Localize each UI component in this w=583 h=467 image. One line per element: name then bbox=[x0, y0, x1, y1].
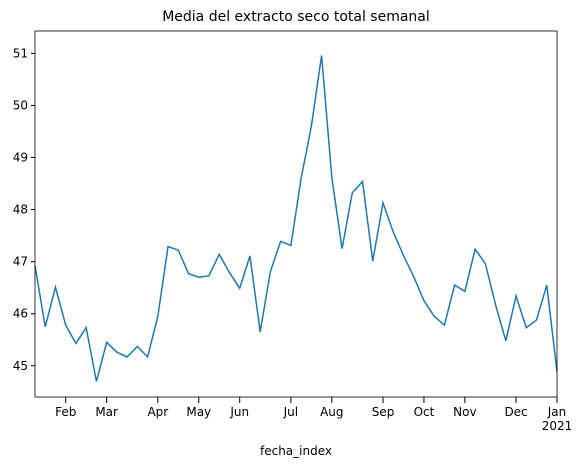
x-tick-label: Mar bbox=[95, 405, 118, 419]
y-tick-label: 49 bbox=[13, 151, 28, 165]
y-tick-label: 45 bbox=[13, 359, 28, 373]
x-tick-label: Dec bbox=[504, 405, 527, 419]
x-axis-label: fecha_index bbox=[260, 444, 332, 458]
x-tick-label: Oct bbox=[414, 405, 435, 419]
x-tick-label: May bbox=[186, 405, 211, 419]
line bbox=[34, 55, 558, 382]
x-tick-label: Apr bbox=[147, 405, 168, 419]
y-tick-label: 47 bbox=[13, 255, 28, 269]
x-tick-label: Sep bbox=[372, 405, 395, 419]
y-tick-label: 51 bbox=[13, 46, 28, 60]
plot-frame bbox=[34, 30, 558, 398]
chart-title: Media del extracto seco total semanal bbox=[162, 9, 430, 25]
x-tick-label: Jul bbox=[283, 405, 298, 419]
x-tick-label: Aug bbox=[320, 405, 343, 419]
x-tick-label: Jan 2021 bbox=[542, 405, 573, 433]
y-tick-label: 50 bbox=[13, 98, 28, 112]
y-tick-label: 46 bbox=[13, 307, 28, 321]
x-tick-label: Jun bbox=[229, 405, 249, 419]
x-tick-label: Feb bbox=[55, 405, 76, 419]
x-tick-label: Nov bbox=[453, 405, 476, 419]
y-tick-label: 48 bbox=[13, 203, 28, 217]
